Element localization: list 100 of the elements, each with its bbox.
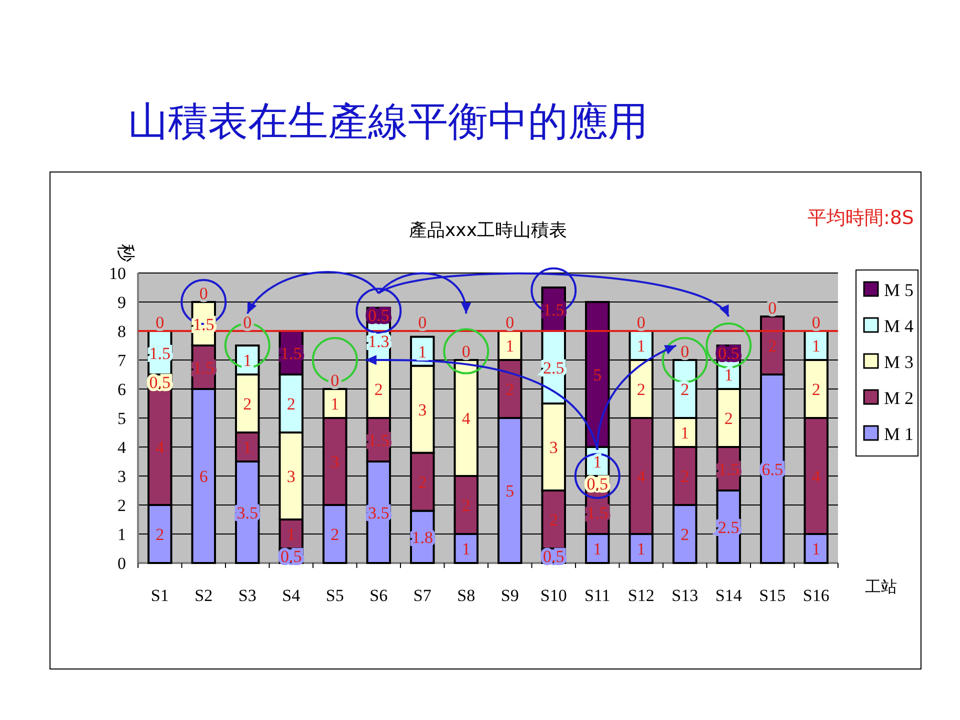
ref-line-label: 平均時間:8S (807, 207, 914, 229)
data-label: 2 (374, 380, 383, 399)
data-label: 1 (243, 351, 252, 370)
x-tick-label: S10 (540, 586, 567, 605)
data-label: 4 (636, 467, 646, 486)
data-label: 1 (593, 540, 602, 558)
data-label: 1 (286, 525, 296, 544)
legend-label: M 1 (884, 424, 914, 444)
data-label: 1 (636, 336, 646, 356)
legend-label: M 4 (884, 316, 914, 336)
x-tick-label: S12 (628, 586, 654, 605)
y-axis-title: 秒 (115, 244, 136, 262)
data-label: 0 (199, 284, 208, 303)
data-label: 2 (286, 394, 296, 414)
data-label: 5 (506, 482, 514, 500)
legend-label: M 2 (884, 388, 914, 408)
y-tick-label: 6 (118, 380, 126, 399)
chart-subtitle: 產品xxx工時山積表 (409, 220, 567, 241)
data-label: 1 (506, 336, 514, 356)
data-label: 2 (680, 467, 690, 486)
data-label: 0 (418, 313, 427, 332)
data-label: 2 (156, 525, 164, 544)
data-label: 1.5 (149, 344, 170, 363)
data-label: 1 (724, 366, 733, 384)
data-label: 1.5 (193, 358, 214, 378)
x-tick-label: S11 (584, 586, 610, 605)
y-tick-label: 1 (118, 525, 126, 544)
data-label: 1.5 (280, 344, 302, 363)
data-label: 0 (506, 313, 514, 332)
data-label: 0 (768, 298, 777, 318)
data-label: 1.5 (368, 430, 390, 450)
y-tick-label: 9 (118, 293, 126, 312)
data-label: 1 (812, 336, 820, 356)
data-label: 2 (812, 380, 820, 399)
data-label: 2 (724, 409, 733, 428)
data-label: 0.5 (718, 344, 740, 363)
data-label: 3 (549, 438, 558, 457)
x-tick-label: S2 (194, 586, 213, 605)
data-label: 2 (549, 510, 558, 530)
data-label: 2 (418, 472, 427, 492)
data-label: 6 (199, 467, 208, 486)
data-label: 3 (418, 400, 427, 420)
y-tick-label: 0 (118, 554, 126, 573)
data-label: 1 (812, 540, 820, 558)
data-label: 0 (812, 313, 820, 332)
legend-label: M 3 (884, 352, 914, 372)
data-label: 5 (593, 366, 602, 384)
data-label: 0 (462, 342, 470, 361)
data-label: 2 (680, 525, 690, 544)
x-tick-label: S4 (282, 586, 301, 605)
data-label: 1.5 (586, 503, 608, 522)
y-tick-label: 5 (118, 409, 126, 428)
data-label: 4 (156, 438, 165, 457)
data-label: 0 (680, 342, 690, 361)
x-tick-label: S5 (326, 586, 344, 605)
data-label: 1 (330, 394, 340, 414)
data-label: 1 (418, 342, 427, 362)
data-label: 3.5 (368, 503, 390, 522)
y-tick-label: 10 (109, 264, 126, 283)
data-label: 1.3 (368, 332, 390, 352)
x-axis-title: 工站 (865, 577, 897, 596)
y-tick-label: 7 (118, 351, 126, 370)
data-label: 2 (680, 380, 690, 399)
data-label: 1 (636, 540, 646, 558)
data-label: 1 (593, 452, 602, 472)
x-tick-label: S8 (457, 586, 476, 605)
x-tick-label: S15 (759, 586, 786, 605)
data-label: 2 (506, 380, 514, 399)
y-tick-label: 4 (118, 438, 126, 457)
data-label: 1.5 (718, 460, 740, 479)
x-tick-label: S16 (802, 586, 830, 605)
x-tick-label: S6 (370, 586, 388, 605)
data-label: 1.8 (412, 528, 433, 547)
y-tick-label: 3 (118, 467, 126, 486)
data-label: 4 (462, 409, 471, 428)
data-label: 0 (156, 313, 164, 332)
data-label: 2 (768, 336, 777, 356)
data-label: 4 (812, 467, 821, 486)
data-label: 3 (286, 467, 296, 486)
data-label: 2.5 (718, 518, 740, 537)
x-tick-label: S13 (672, 586, 698, 605)
y-tick-label: 2 (118, 496, 126, 515)
data-label: 2.5 (543, 358, 564, 378)
data-label: 6.5 (762, 460, 783, 479)
data-label: 2 (462, 496, 470, 515)
data-label: 2 (636, 380, 646, 399)
data-label: 1 (462, 540, 470, 558)
x-tick-label: S1 (150, 586, 169, 605)
data-label: 0 (636, 313, 646, 332)
y-tick-label: 8 (118, 322, 126, 341)
data-label: 2 (330, 525, 340, 544)
x-tick-label: S3 (238, 586, 256, 605)
x-tick-label: S14 (715, 586, 742, 605)
data-label: 3.5 (236, 503, 258, 522)
data-label: 0.5 (368, 306, 390, 326)
data-label: 2 (243, 394, 252, 414)
data-label: 1 (680, 424, 690, 442)
data-label: 1 (243, 438, 252, 457)
x-tick-label: S7 (413, 586, 432, 605)
legend-label: M 5 (884, 280, 914, 300)
